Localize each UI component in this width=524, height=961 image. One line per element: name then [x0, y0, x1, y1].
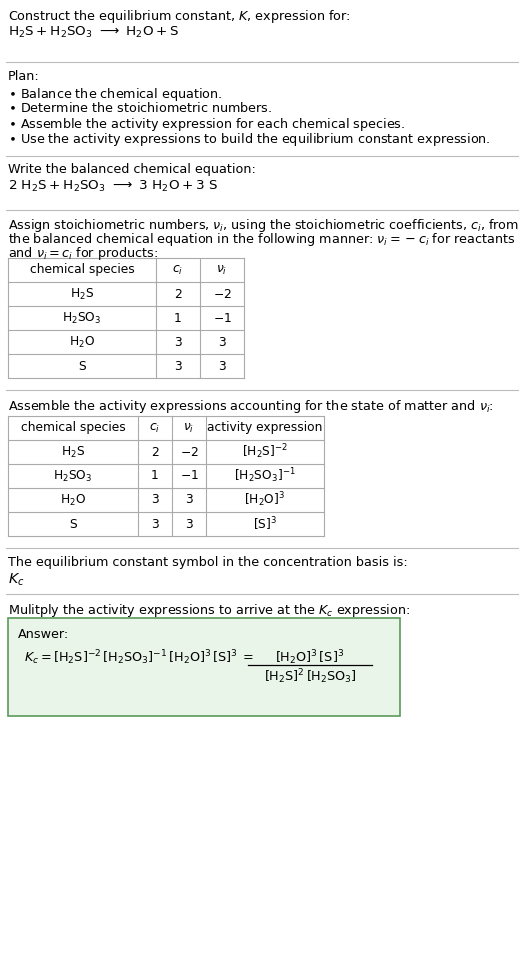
Text: Mulitply the activity expressions to arrive at the $K_c$ expression:: Mulitply the activity expressions to arr…: [8, 602, 410, 619]
Text: $\bullet$ Assemble the activity expression for each chemical species.: $\bullet$ Assemble the activity expressi…: [8, 116, 405, 133]
Text: $c_i$: $c_i$: [172, 263, 183, 277]
Text: the balanced chemical equation in the following manner: $\nu_i = -c_i$ for react: the balanced chemical equation in the fo…: [8, 231, 516, 248]
Text: $\mathrm{H_2SO_3}$: $\mathrm{H_2SO_3}$: [53, 468, 93, 483]
Text: $-2$: $-2$: [180, 446, 199, 458]
Text: $K_c$: $K_c$: [8, 572, 25, 588]
Text: $[\mathrm{H_2O}]^3$: $[\mathrm{H_2O}]^3$: [244, 491, 286, 509]
Text: 2: 2: [174, 287, 182, 301]
Text: $[\mathrm{H_2S}]^{-2}$: $[\mathrm{H_2S}]^{-2}$: [242, 443, 288, 461]
Text: $\nu_i$: $\nu_i$: [183, 422, 194, 434]
Text: 1: 1: [174, 311, 182, 325]
Text: Answer:: Answer:: [18, 628, 69, 641]
Text: and $\nu_i = c_i$ for products:: and $\nu_i = c_i$ for products:: [8, 245, 158, 262]
Text: $-1$: $-1$: [213, 311, 232, 325]
Text: $\bullet$ Balance the chemical equation.: $\bullet$ Balance the chemical equation.: [8, 86, 222, 103]
Text: S: S: [69, 518, 77, 530]
Text: $\nu_i$: $\nu_i$: [216, 263, 227, 277]
Text: $-2$: $-2$: [213, 287, 232, 301]
Text: Write the balanced chemical equation:: Write the balanced chemical equation:: [8, 163, 256, 176]
Text: activity expression: activity expression: [208, 422, 323, 434]
FancyBboxPatch shape: [8, 618, 400, 716]
Text: $[\mathrm{H_2S}]^2\,[\mathrm{H_2SO_3}]$: $[\mathrm{H_2S}]^2\,[\mathrm{H_2SO_3}]$: [264, 667, 356, 686]
Text: Assemble the activity expressions accounting for the state of matter and $\nu_i$: Assemble the activity expressions accoun…: [8, 398, 494, 415]
Text: 1: 1: [151, 470, 159, 482]
Text: The equilibrium constant symbol in the concentration basis is:: The equilibrium constant symbol in the c…: [8, 556, 408, 569]
Text: 3: 3: [218, 335, 226, 349]
Text: $[\mathrm{H_2O}]^3\,[\mathrm{S}]^3$: $[\mathrm{H_2O}]^3\,[\mathrm{S}]^3$: [276, 648, 345, 667]
Text: $\mathrm{H_2O}$: $\mathrm{H_2O}$: [60, 492, 86, 507]
Text: Construct the equilibrium constant, $K$, expression for:: Construct the equilibrium constant, $K$,…: [8, 8, 351, 25]
Text: 3: 3: [151, 518, 159, 530]
Text: chemical species: chemical species: [30, 263, 134, 277]
Text: 3: 3: [174, 359, 182, 373]
Text: 3: 3: [185, 518, 193, 530]
Text: $[\mathrm{S}]^3$: $[\mathrm{S}]^3$: [253, 515, 277, 532]
Text: $\mathrm{H_2S}$: $\mathrm{H_2S}$: [61, 444, 85, 459]
Text: 3: 3: [218, 359, 226, 373]
Text: $\mathrm{H_2O}$: $\mathrm{H_2O}$: [69, 334, 95, 350]
Text: $\mathrm{H_2S}$: $\mathrm{H_2S}$: [70, 286, 94, 302]
Text: $\bullet$ Determine the stoichiometric numbers.: $\bullet$ Determine the stoichiometric n…: [8, 101, 272, 115]
Text: $K_c = [\mathrm{H_2S}]^{-2}\,[\mathrm{H_2SO_3}]^{-1}\,[\mathrm{H_2O}]^3\,[\mathr: $K_c = [\mathrm{H_2S}]^{-2}\,[\mathrm{H_…: [24, 648, 254, 667]
Text: Plan:: Plan:: [8, 70, 40, 83]
Text: $\mathrm{H_2SO_3}$: $\mathrm{H_2SO_3}$: [62, 310, 102, 326]
Text: $c_i$: $c_i$: [149, 422, 160, 434]
Text: 3: 3: [174, 335, 182, 349]
Text: Assign stoichiometric numbers, $\nu_i$, using the stoichiometric coefficients, $: Assign stoichiometric numbers, $\nu_i$, …: [8, 217, 519, 234]
Text: 3: 3: [185, 494, 193, 506]
Text: chemical species: chemical species: [20, 422, 125, 434]
Text: $\mathrm{H_2S + H_2SO_3\ \longrightarrow\ H_2O + S}$: $\mathrm{H_2S + H_2SO_3\ \longrightarrow…: [8, 25, 179, 40]
Text: $\bullet$ Use the activity expressions to build the equilibrium constant express: $\bullet$ Use the activity expressions t…: [8, 131, 490, 148]
Text: 2: 2: [151, 446, 159, 458]
Text: 3: 3: [151, 494, 159, 506]
Text: S: S: [78, 359, 86, 373]
Text: $[\mathrm{H_2SO_3}]^{-1}$: $[\mathrm{H_2SO_3}]^{-1}$: [234, 467, 296, 485]
Text: $\mathrm{2\ H_2S + H_2SO_3\ \longrightarrow\ 3\ H_2O + 3\ S}$: $\mathrm{2\ H_2S + H_2SO_3\ \longrightar…: [8, 179, 218, 194]
Text: $-1$: $-1$: [180, 470, 199, 482]
